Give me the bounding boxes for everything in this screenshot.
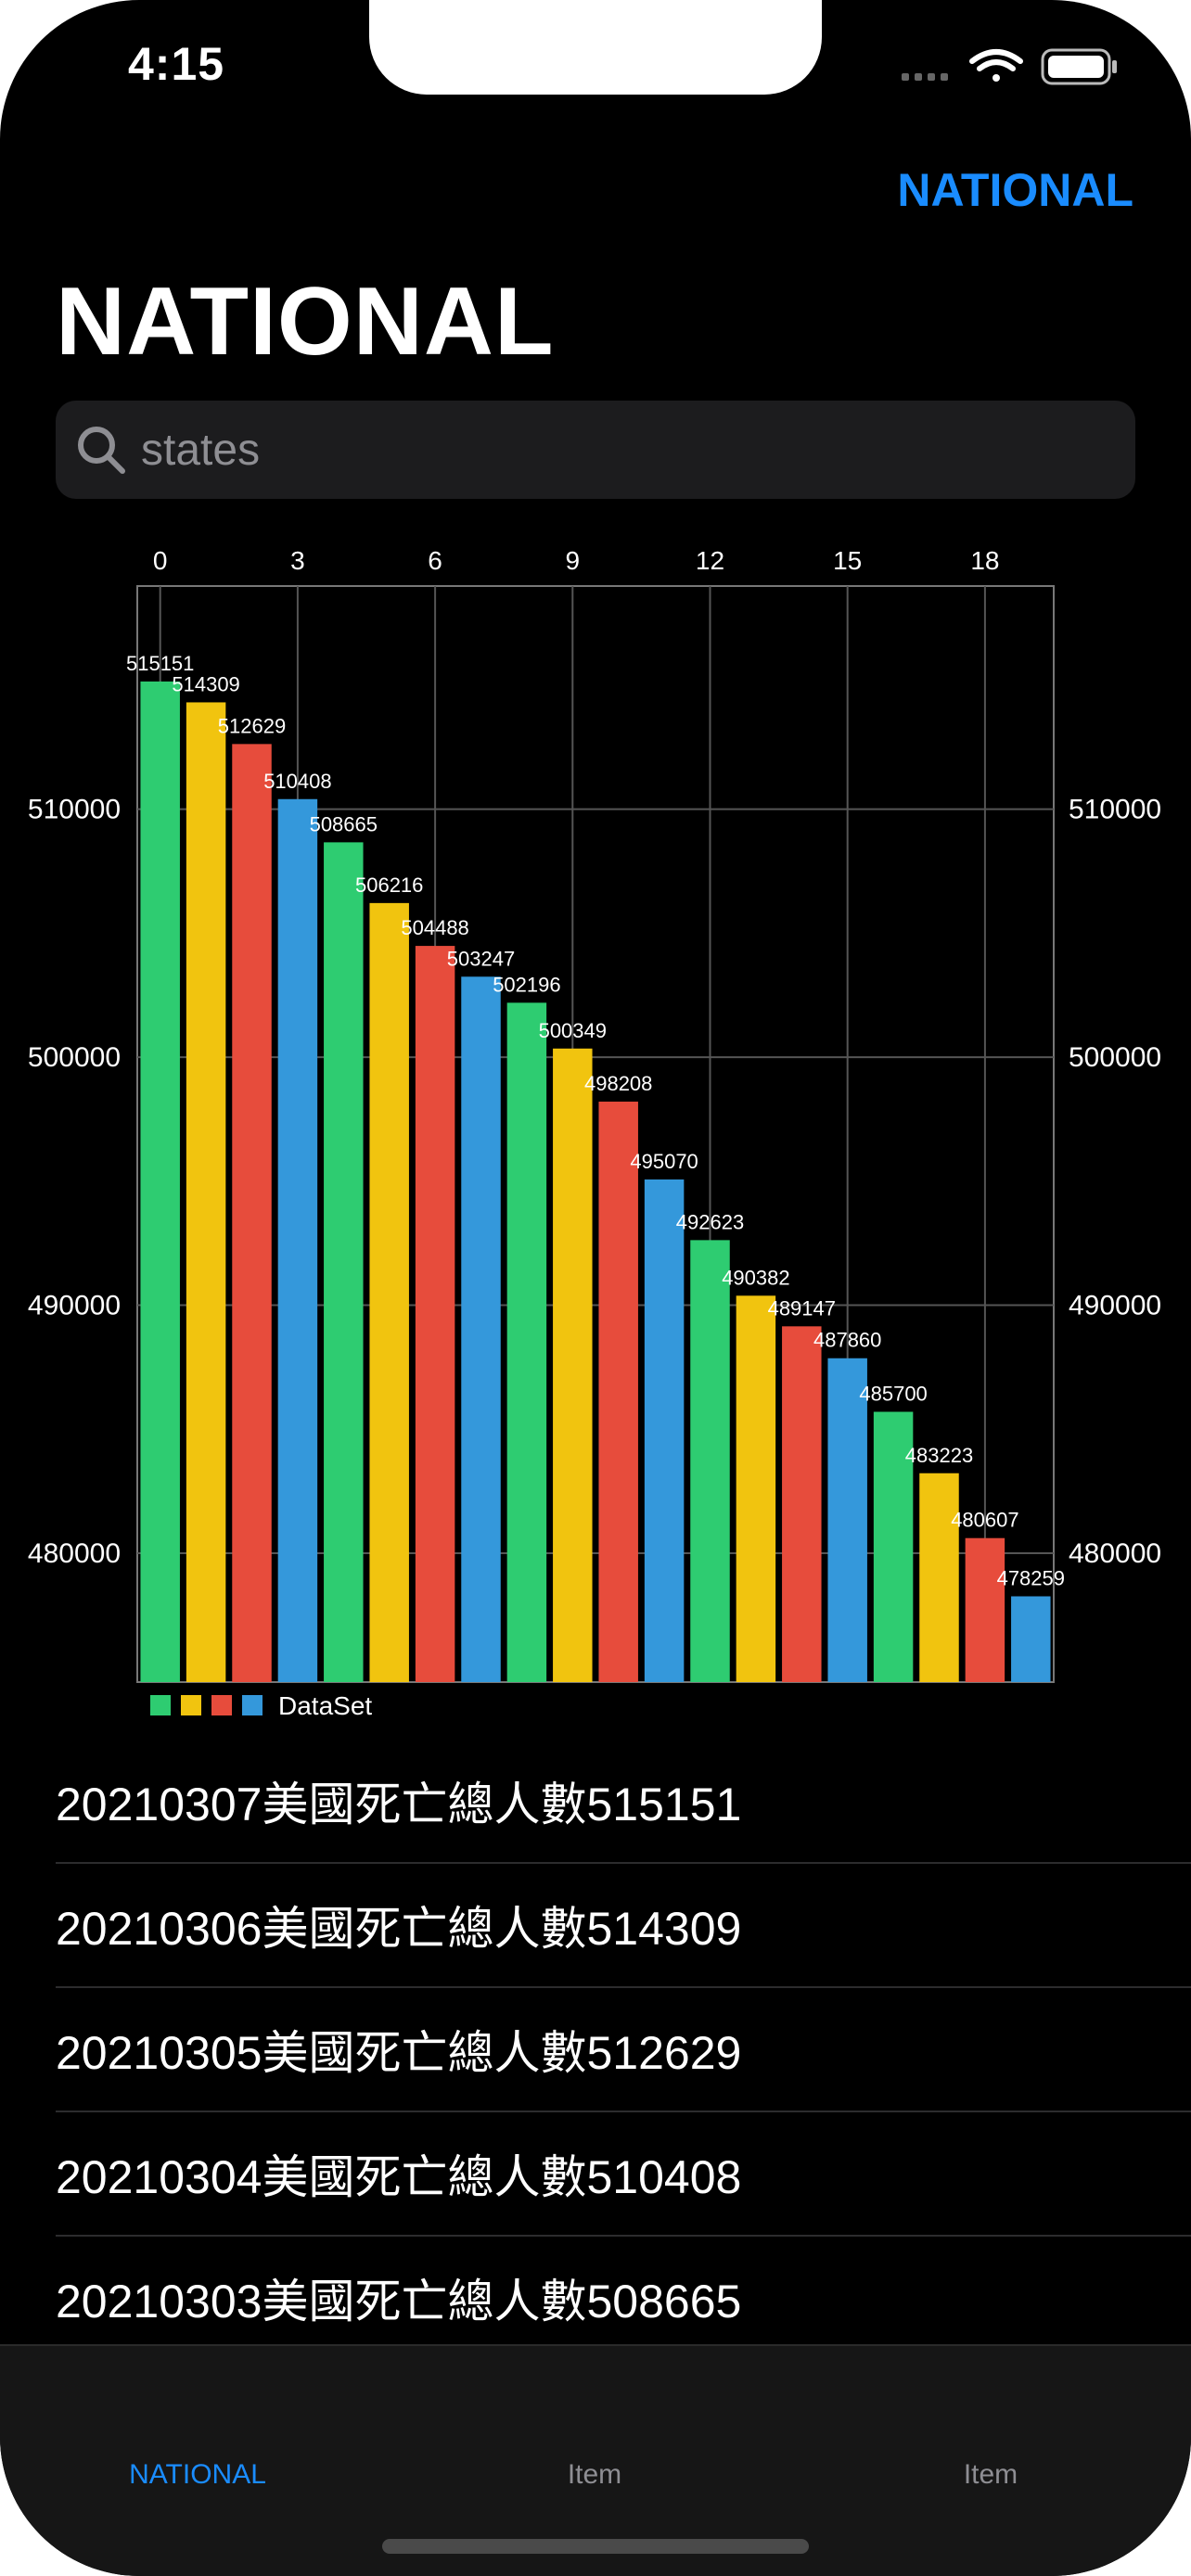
- tab-national[interactable]: NATIONAL: [58, 2459, 337, 2491]
- list-item[interactable]: 20210304美國死亡總人數510408: [56, 2112, 1191, 2237]
- y-tick-label-right: 490000: [1069, 1291, 1161, 1321]
- chart-bar: [598, 1102, 638, 1682]
- y-tick-label-right: 510000: [1069, 795, 1161, 825]
- bar-value-label: 508665: [310, 812, 378, 835]
- x-tick-label: 15: [833, 546, 862, 575]
- tab-item-2[interactable]: Item: [852, 2459, 1130, 2491]
- status-icons: [902, 48, 1117, 85]
- bar-value-label: 503247: [447, 947, 515, 970]
- tab-item-2-label: Item: [963, 2459, 1018, 2490]
- chart-bar: [461, 976, 501, 1682]
- list-item[interactable]: 20210305美國死亡總人數512629: [56, 1988, 1191, 2112]
- wifi-icon: [969, 49, 1023, 82]
- chart-axes: 0 3 6 9 12 15 18 510000 510000 500000 500000 490000…: [28, 546, 1161, 1569]
- bar-value-label: 510408: [263, 770, 331, 793]
- chart-bar: [369, 902, 409, 1682]
- x-tick-label: 18: [970, 546, 999, 575]
- bar-value-label: 483223: [905, 1444, 973, 1467]
- x-tick-label: 6: [428, 546, 442, 575]
- bar-value-label: 487860: [813, 1329, 881, 1352]
- legend-swatch: [150, 1695, 171, 1715]
- x-tick-label: 0: [153, 546, 168, 575]
- search-bar[interactable]: [56, 401, 1135, 499]
- legend-swatch: [242, 1695, 263, 1715]
- chart-frame: [136, 585, 1055, 1683]
- bar-value-label: 489147: [768, 1296, 836, 1320]
- chart-grid: [136, 585, 1055, 1683]
- x-tick-label: 12: [696, 546, 724, 575]
- bar-value-label: 485700: [859, 1383, 927, 1406]
- y-tick-label-right: 500000: [1069, 1042, 1161, 1073]
- chart-bar: [415, 946, 455, 1682]
- chart-bar: [324, 842, 364, 1682]
- chart-bars: [140, 681, 1051, 1683]
- y-tick-label-left: 510000: [28, 795, 121, 825]
- list-item[interactable]: 20210306美國死亡總人數514309: [56, 1864, 1191, 1988]
- bar-value-label: 492623: [676, 1210, 744, 1233]
- chart-bar: [644, 1179, 685, 1682]
- y-tick-label-left: 490000: [28, 1291, 121, 1321]
- search-input[interactable]: [141, 401, 1115, 499]
- bar-value-label: 500349: [539, 1019, 607, 1042]
- chart-legend: DataSet: [150, 1691, 372, 1720]
- bar-value-label: 498208: [584, 1072, 652, 1095]
- chart-bar: [965, 1537, 1005, 1682]
- notch: [369, 0, 822, 95]
- list-item[interactable]: 20210307美國死亡總人數515151: [56, 1740, 1191, 1864]
- chart-bar: [873, 1411, 914, 1682]
- search-icon: [78, 427, 125, 474]
- list-item-label: 20210303美國死亡總人數508665: [56, 2276, 742, 2327]
- chart-bar: [919, 1473, 959, 1682]
- bar-value-label: 515151: [126, 652, 194, 675]
- y-tick-label-left: 500000: [28, 1042, 121, 1073]
- list-item-label: 20210305美國死亡總人數512629: [56, 2027, 742, 2079]
- chart-bar: [186, 702, 226, 1683]
- home-indicator: [382, 2539, 809, 2554]
- legend-label: DataSet: [278, 1691, 372, 1720]
- tab-item-1[interactable]: Item: [455, 2459, 734, 2491]
- bar-value-label: 506216: [355, 874, 423, 897]
- page-title: NATIONAL: [56, 268, 555, 376]
- legend-swatch: [211, 1695, 232, 1715]
- national-nav-button[interactable]: NATIONAL: [897, 164, 1133, 216]
- list-item[interactable]: 20210303美國死亡總人數508665: [56, 2237, 1191, 2361]
- list-item-label: 20210307美國死亡總人數515151: [56, 1779, 742, 1830]
- tab-national-label: NATIONAL: [129, 2459, 266, 2490]
- chart-bar: [1011, 1596, 1051, 1682]
- legend-swatch: [181, 1695, 201, 1715]
- chart-bar: [506, 1002, 547, 1682]
- list-item-label: 20210304美國死亡總人數510408: [56, 2151, 742, 2203]
- signal-icon: [902, 73, 948, 81]
- bar-value-label: 495070: [630, 1150, 698, 1173]
- bar-value-label: 480607: [951, 1509, 1018, 1532]
- status-time: 4:15: [128, 38, 225, 90]
- chart-bar: [827, 1358, 867, 1682]
- battery-icon: [1041, 48, 1117, 85]
- chart-bar: [553, 1048, 593, 1682]
- x-tick-label: 3: [290, 546, 305, 575]
- bar-value-label: 502196: [493, 973, 560, 996]
- chart-bar: [690, 1240, 730, 1682]
- bar-value-label: 512629: [218, 714, 286, 737]
- tab-item-1-label: Item: [567, 2459, 622, 2490]
- bar-value-label: 490382: [722, 1266, 789, 1289]
- x-tick-label: 9: [566, 546, 581, 575]
- list-item-label: 20210306美國死亡總人數514309: [56, 1903, 742, 1955]
- chart-bar: [736, 1295, 776, 1682]
- chart-bar: [232, 744, 272, 1682]
- tab-bar: NATIONAL Item Item: [0, 2344, 1191, 2576]
- chart-bar: [277, 798, 318, 1682]
- bar-value-label: 504488: [401, 916, 468, 939]
- y-tick-label-right: 480000: [1069, 1538, 1161, 1569]
- chart-bar: [782, 1326, 822, 1682]
- bar-value-label: 514309: [172, 672, 239, 695]
- y-tick-label-left: 480000: [28, 1538, 121, 1569]
- chart-bar: [140, 681, 180, 1682]
- death-count-list: 20210307美國死亡總人數515151 20210306美國死亡總人數5143…: [0, 1740, 1191, 2361]
- bar-value-label: 478259: [997, 1566, 1065, 1589]
